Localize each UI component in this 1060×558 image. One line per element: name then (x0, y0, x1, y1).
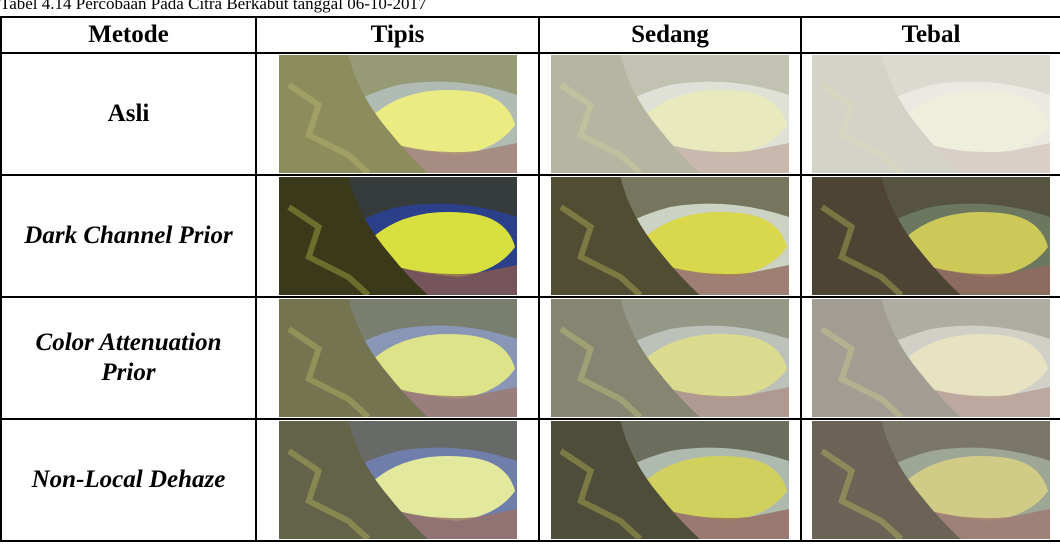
image-cell (800, 52, 1060, 176)
image-cell (800, 418, 1060, 542)
photo (551, 177, 789, 295)
image-cell (255, 174, 540, 298)
image-cell (255, 296, 540, 420)
image-cell (255, 52, 540, 176)
photo (278, 177, 517, 295)
image-cell (800, 174, 1060, 298)
table-row: Color Attenuation Prior (0, 296, 1060, 420)
photo (812, 421, 1050, 539)
method-label: Color Attenuation Prior (0, 296, 257, 420)
header-cell: Sedang (538, 16, 802, 54)
image-cell (538, 174, 802, 298)
photo (278, 55, 517, 173)
table-caption: Tabel 4.14 Percobaan Pada Citra Berkabut… (0, 0, 427, 13)
table-row: Asli (0, 52, 1060, 176)
header-cell: Tebal (800, 16, 1060, 54)
header-row: Metode Tipis Sedang Tebal (0, 16, 1060, 54)
method-label: Asli (0, 52, 257, 176)
image-cell (538, 418, 802, 542)
photo (551, 55, 789, 173)
image-cell (538, 296, 802, 420)
image-cell (255, 418, 540, 542)
table-row: Dark Channel Prior (0, 174, 1060, 298)
table-body: Asli Dark Channel Prior Color Attenuation … (0, 52, 1060, 542)
photo (278, 299, 517, 417)
photo (278, 421, 517, 539)
photo (551, 421, 789, 539)
results-table: Metode Tipis Sedang Tebal Asli Dark Channel … (0, 16, 1060, 542)
photo (812, 55, 1050, 173)
photo (812, 299, 1050, 417)
photo (812, 177, 1050, 295)
method-label: Non-Local Dehaze (0, 418, 257, 542)
image-cell (538, 52, 802, 176)
method-label: Dark Channel Prior (0, 174, 257, 298)
photo (551, 299, 789, 417)
header-cell: Metode (0, 16, 257, 54)
table-row: Non-Local Dehaze (0, 418, 1060, 542)
image-cell (800, 296, 1060, 420)
header-cell: Tipis (255, 16, 540, 54)
